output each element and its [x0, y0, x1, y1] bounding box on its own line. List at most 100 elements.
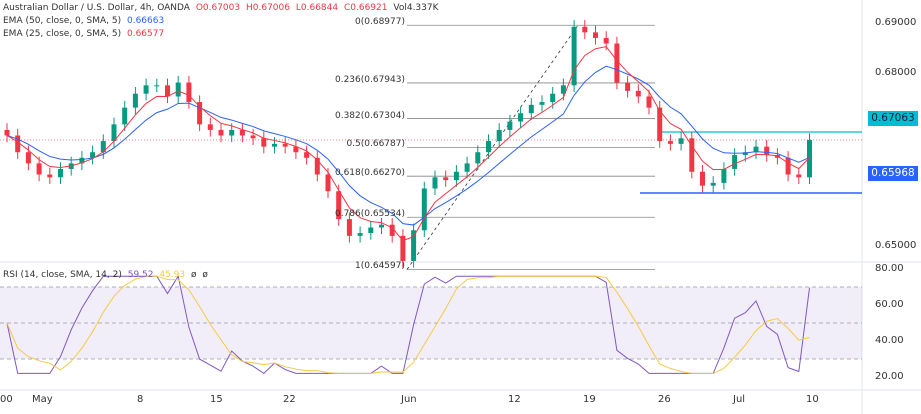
ema50-line: [6, 65, 810, 226]
candle-body: [90, 152, 96, 158]
candle-body: [486, 141, 491, 153]
fib-level-label: 0.618(0.66270): [334, 168, 405, 179]
time-label: 15: [210, 394, 223, 405]
time-label: Jun: [401, 394, 417, 405]
candle-body: [111, 124, 117, 142]
candle-body: [132, 93, 138, 108]
candle-body: [571, 26, 577, 86]
candle-body: [625, 82, 631, 91]
candle-body: [753, 146, 759, 153]
candle-body: [646, 96, 652, 108]
candle-body: [272, 143, 277, 147]
candle-body: [379, 224, 384, 228]
candle-body: [560, 85, 566, 94]
candle-body: [710, 182, 716, 186]
candle-body: [304, 152, 310, 158]
symbol-title: Australian Dollar / U.S. Dollar, 4h, OAN…: [3, 3, 190, 13]
candle-body: [100, 141, 106, 153]
candle-body: [186, 82, 192, 103]
fib-level-label: 1(0.64597): [355, 261, 405, 272]
candle-body: [689, 138, 695, 172]
candle-body: [250, 135, 256, 139]
open-value: O0.67003: [195, 3, 241, 13]
fib-level-label: 0.236(0.67943): [334, 74, 405, 85]
rsi-extra-1: ø: [191, 270, 197, 280]
candle-body: [742, 152, 748, 156]
candle-body: [400, 235, 406, 261]
candle-body: [336, 191, 342, 220]
time-label: 26: [658, 394, 671, 405]
candle-body: [678, 138, 684, 144]
resistance-price-tag: 0.67063: [868, 111, 918, 126]
price-tick: 0.69000: [875, 17, 917, 28]
rsi-tick: 40.00: [875, 335, 904, 346]
candle-body: [389, 224, 395, 236]
candle-body: [732, 155, 738, 169]
candle-body: [507, 121, 513, 130]
candle-body: [635, 90, 641, 97]
candle-body: [496, 129, 502, 142]
candle-body: [293, 146, 299, 153]
rsi-legend[interactable]: RSI (14, close, SMA, 14, 2) 59.52 45.93 …: [3, 270, 211, 280]
ema50-legend[interactable]: EMA (50, close, 0, SMA, 5) 0.66663: [3, 16, 167, 26]
candle-body: [79, 157, 85, 164]
candle-body: [464, 163, 470, 172]
candle-body: [443, 177, 449, 181]
fib-trend-line: [406, 25, 579, 270]
candle-body: [47, 174, 53, 178]
rsi-tick: 80.00: [875, 263, 904, 274]
candle-body: [282, 143, 288, 147]
candle-body: [421, 188, 427, 231]
fib-level-label: 0.5(0.66787): [346, 139, 405, 150]
candle-body: [582, 26, 588, 33]
candle-body: [539, 102, 545, 105]
price-tick: 0.65000: [875, 240, 917, 251]
ema25-line: [6, 46, 810, 242]
candle-body: [165, 85, 170, 97]
symbol-legend: Australian Dollar / U.S. Dollar, 4h, OAN…: [3, 3, 442, 13]
time-label: 00: [0, 394, 13, 405]
price-tick: 0.68000: [875, 67, 917, 78]
candle-body: [603, 37, 609, 44]
time-label: 19: [583, 394, 596, 405]
candle-body: [593, 32, 598, 38]
candle-body: [325, 174, 331, 192]
candle-body: [175, 82, 181, 97]
candle-body: [453, 171, 459, 181]
fib-level-label: 0.382(0.67304): [334, 110, 405, 121]
candle-body: [368, 227, 374, 234]
candle-body: [721, 168, 727, 183]
ema50-label: EMA (50, close, 0, SMA, 5): [3, 16, 122, 26]
candle-body: [550, 93, 556, 103]
candle-body: [143, 85, 149, 94]
candle-body: [432, 177, 438, 189]
time-label: 12: [508, 394, 521, 405]
volume-value: Vol4.337K: [393, 3, 439, 13]
rsi-ma-line: [6, 275, 810, 374]
rsi-extra-2: ø: [202, 270, 208, 280]
rsi-ma-value: 45.93: [159, 270, 186, 280]
candle-body: [764, 146, 770, 156]
time-label: 10: [806, 394, 819, 405]
candle-body: [614, 43, 620, 83]
high-value: H0.67006: [246, 3, 290, 13]
candle-body: [518, 113, 524, 122]
candle-body: [197, 102, 203, 125]
candle-body: [346, 219, 352, 236]
fib-level-label: 0(0.68977): [355, 17, 405, 28]
candle-body: [667, 141, 673, 144]
candle-body: [4, 129, 10, 136]
ema25-legend[interactable]: EMA (25, close, 0, SMA, 5) 0.66577: [3, 29, 167, 39]
candle-body: [700, 171, 705, 186]
candle-body: [229, 129, 235, 136]
time-label: 22: [283, 394, 296, 405]
close-value: C0.66921: [343, 3, 388, 13]
time-label: Jul: [733, 394, 746, 405]
candle-body: [796, 174, 802, 178]
candle-body: [239, 129, 245, 136]
ema25-value: 0.66577: [126, 29, 165, 39]
candle-body: [207, 124, 213, 130]
fib-level-label: 0.786(0.65534): [334, 209, 405, 220]
